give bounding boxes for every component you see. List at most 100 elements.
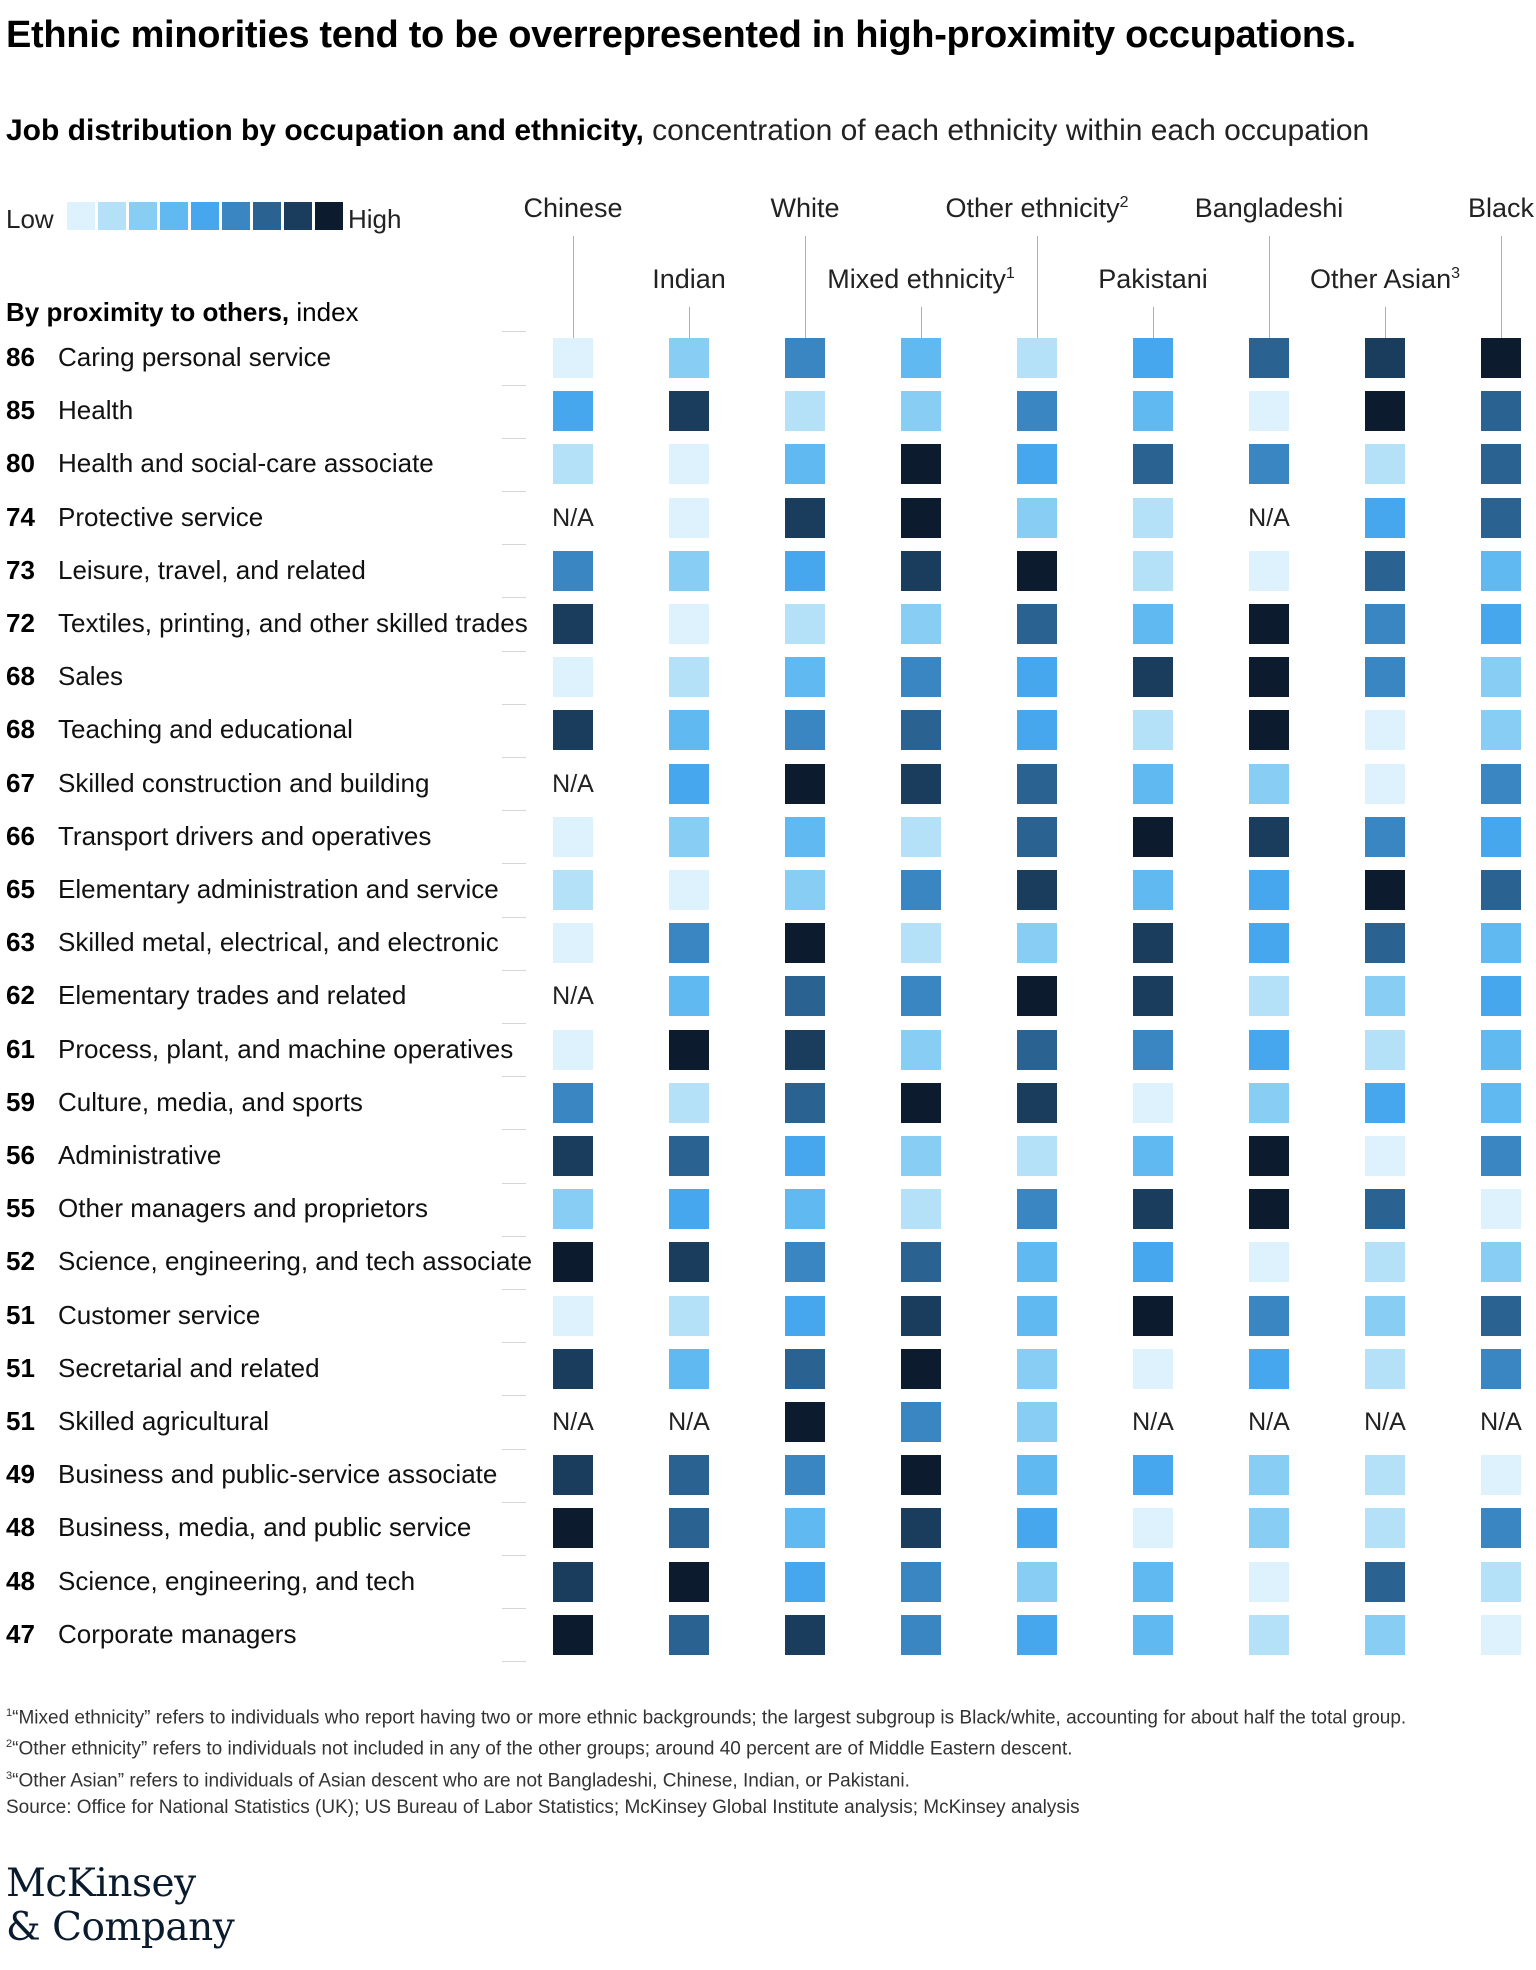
heatmap-cell	[1481, 1030, 1521, 1070]
heatmap-cell	[1481, 710, 1521, 750]
row-proximity-index: 68	[6, 661, 35, 691]
row-proximity-index: 51	[6, 1353, 35, 1383]
row-occupation-label: Secretarial and related	[58, 1353, 320, 1383]
heatmap-cell	[553, 870, 593, 910]
row-proximity-index: 55	[6, 1193, 35, 1223]
row-separator-tick	[502, 1502, 526, 1503]
heatmap-cell	[1481, 498, 1521, 538]
heatmap-cell	[669, 976, 709, 1016]
heatmap-cell	[1133, 1296, 1173, 1336]
row-occupation-label: Caring personal service	[58, 342, 332, 372]
row-occupation-label: Administrative	[58, 1140, 222, 1170]
row-occupation-label: Science, engineering, and tech	[58, 1566, 416, 1596]
heatmap-cell	[901, 1508, 941, 1548]
heatmap-cell	[1017, 1189, 1057, 1229]
row-separator-tick	[502, 704, 526, 705]
row-separator-tick	[502, 491, 526, 492]
heatmap-cell	[785, 1189, 825, 1229]
row-header: By proximity to others, index	[6, 297, 359, 328]
heatmap-cell	[1017, 1242, 1057, 1282]
heatmap-cell	[1481, 1615, 1521, 1655]
row-proximity-index: 52	[6, 1246, 35, 1276]
chart-title: Ethnic minorities tend to be overreprese…	[6, 14, 1356, 56]
source-note: Source: Office for National Statistics (…	[6, 1796, 1080, 1818]
row-occupation-label: Leisure, travel, and related	[58, 555, 366, 585]
heatmap-cell	[785, 1455, 825, 1495]
heatmap-cell	[901, 1562, 941, 1602]
heatmap-cell	[1481, 1136, 1521, 1176]
heatmap-cell	[1017, 1562, 1057, 1602]
heatmap-cell	[1365, 1189, 1405, 1229]
heatmap-cell	[1133, 1508, 1173, 1548]
heatmap-cell	[1365, 498, 1405, 538]
heatmap-cell	[1133, 1189, 1173, 1229]
heatmap-cell	[1365, 1562, 1405, 1602]
row-separator-tick	[502, 1289, 526, 1290]
heatmap-cell	[1017, 1455, 1057, 1495]
row-separator-tick	[502, 1449, 526, 1450]
row-separator-tick	[502, 917, 526, 918]
row-occupation-label: Skilled metal, electrical, and electroni…	[58, 927, 499, 957]
heatmap-cell	[553, 444, 593, 484]
legend-swatch-7	[253, 202, 281, 230]
heatmap-cell	[1481, 817, 1521, 857]
heatmap-cell	[1249, 710, 1289, 750]
heatmap-cell	[1481, 764, 1521, 804]
heatmap-cell	[1133, 338, 1173, 378]
row-separator-tick	[502, 970, 526, 971]
row-proximity-index: 73	[6, 555, 35, 585]
row-occupation-label: Teaching and educational	[58, 714, 353, 744]
heatmap-cell	[1017, 764, 1057, 804]
heatmap-cell	[1133, 1242, 1173, 1282]
heatmap-cell	[1133, 498, 1173, 538]
heatmap-cell	[1249, 1562, 1289, 1602]
heatmap-cell	[1017, 657, 1057, 697]
heatmap-cell	[785, 923, 825, 963]
row-proximity-index: 74	[6, 502, 35, 532]
heatmap-cell	[669, 1455, 709, 1495]
row-occupation-label: Corporate managers	[58, 1619, 297, 1649]
heatmap-cell	[785, 870, 825, 910]
row-separator-tick	[502, 597, 526, 598]
heatmap-cell	[1133, 710, 1173, 750]
heatmap-cell	[669, 1296, 709, 1336]
heatmap-cell	[1017, 1615, 1057, 1655]
heatmap-na-label: N/A	[1132, 1408, 1174, 1436]
column-label-mixed-ethnicity: Mixed ethnicity1	[827, 264, 1015, 294]
row-proximity-index: 67	[6, 768, 35, 798]
heatmap-cell	[901, 976, 941, 1016]
heatmap-cell	[553, 657, 593, 697]
heatmap-cell	[1133, 1083, 1173, 1123]
heatmap-cell	[1249, 976, 1289, 1016]
row-proximity-index: 85	[6, 395, 35, 425]
heatmap-cell	[1481, 1455, 1521, 1495]
heatmap-cell	[1017, 817, 1057, 857]
heatmap-cell	[1365, 391, 1405, 431]
heatmap-cell	[785, 1030, 825, 1070]
heatmap-cell	[1017, 976, 1057, 1016]
heatmap-cell	[669, 1562, 709, 1602]
heatmap-cell	[553, 1455, 593, 1495]
heatmap-cell	[1133, 764, 1173, 804]
row-occupation-label: Health	[58, 395, 134, 425]
heatmap-cell	[1133, 551, 1173, 591]
column-leader-line	[1501, 236, 1502, 338]
heatmap-cell	[669, 1189, 709, 1229]
row-occupation-label: Transport drivers and operatives	[58, 821, 432, 851]
column-label-white: White	[770, 193, 840, 223]
heatmap-cell	[1133, 817, 1173, 857]
row-proximity-index: 63	[6, 927, 35, 957]
heatmap-cell	[1365, 444, 1405, 484]
row-occupation-label: Textiles, printing, and other skilled tr…	[58, 608, 528, 638]
heatmap-cell	[1249, 1615, 1289, 1655]
heatmap-cell	[901, 870, 941, 910]
heatmap-cell	[785, 604, 825, 644]
heatmap-cell	[553, 1136, 593, 1176]
row-separator-tick	[502, 1076, 526, 1077]
row-occupation-label: Business and public-service associate	[58, 1459, 498, 1489]
column-leader-line	[921, 307, 922, 338]
heatmap-cell	[785, 498, 825, 538]
row-occupation-label: Skilled construction and building	[58, 768, 430, 798]
row-proximity-index: 59	[6, 1087, 35, 1117]
heatmap-cell	[553, 1508, 593, 1548]
